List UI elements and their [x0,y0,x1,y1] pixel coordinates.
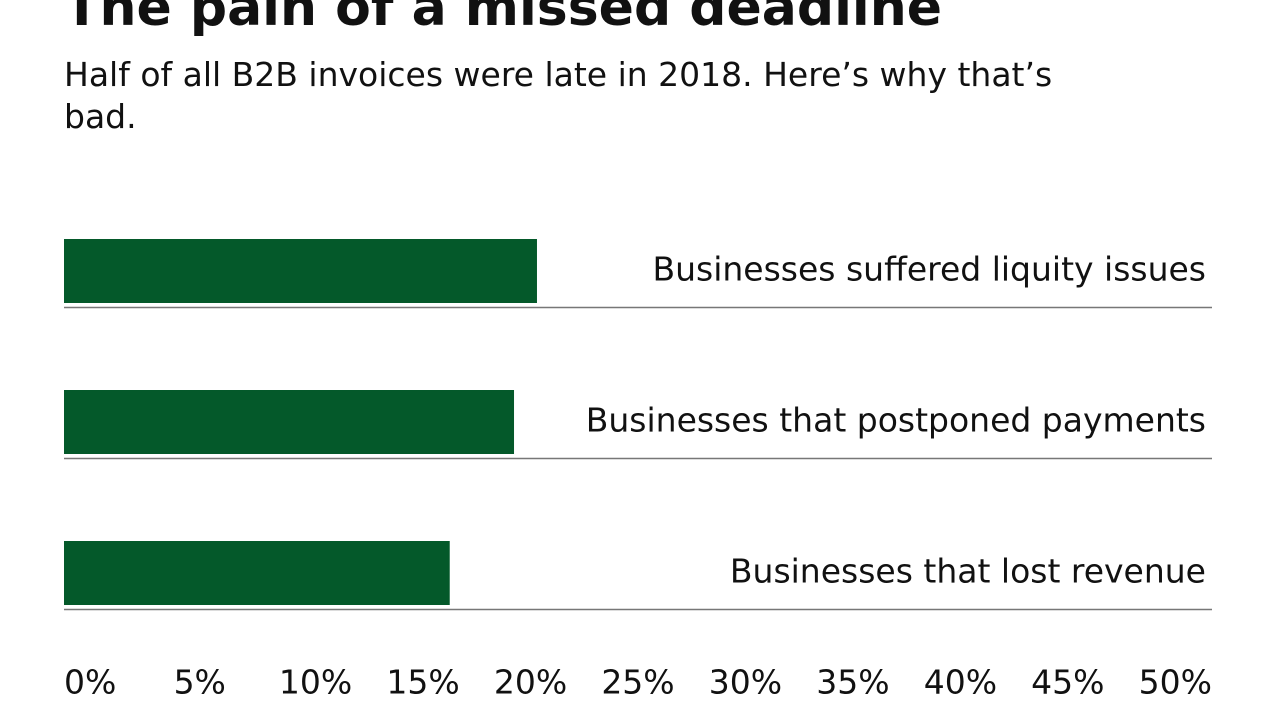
category-label: Businesses suffered liquity issues [652,250,1206,289]
x-tick-label: 45% [1031,663,1104,702]
x-tick-label: 5% [174,663,226,702]
x-tick-label: 25% [601,663,674,702]
x-tick-label: 30% [709,663,782,702]
x-tick-label: 0% [64,663,116,702]
category-label: Businesses that lost revenue [730,552,1206,591]
bar [64,239,537,303]
x-tick-label: 15% [386,663,459,702]
x-tick-label: 40% [924,663,997,702]
bar [64,390,515,454]
x-tick-label: 10% [279,663,352,702]
category-label: Businesses that postponed payments [586,401,1206,440]
x-tick-label: 50% [1139,663,1212,702]
x-tick-label: 35% [816,663,889,702]
bar [64,541,450,605]
x-tick-label: 20% [494,663,567,702]
chart-subtitle: Half of all B2B invoices were late in 20… [64,55,1053,136]
chart-title: The pain of a missed deadline [64,0,943,38]
